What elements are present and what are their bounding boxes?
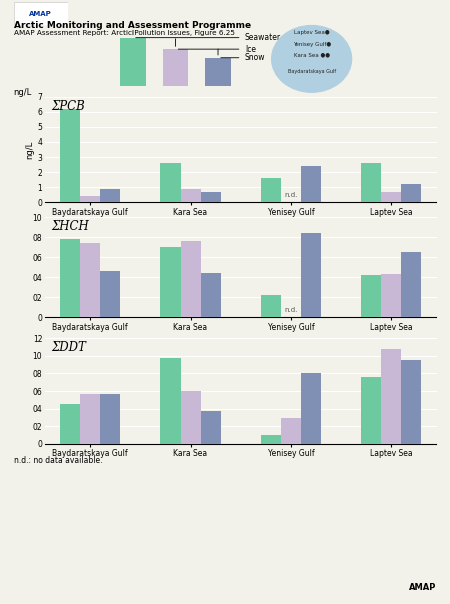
Text: AMAP: AMAP xyxy=(29,11,52,17)
Bar xyxy=(180,188,201,202)
Bar xyxy=(381,274,401,317)
Text: Yenisey Gulf●: Yenisey Gulf● xyxy=(292,42,331,48)
Bar xyxy=(281,417,301,444)
Bar xyxy=(100,271,120,317)
Text: Laptev Sea●: Laptev Sea● xyxy=(294,30,329,35)
Text: AMAP: AMAP xyxy=(409,583,436,592)
Bar xyxy=(381,349,401,444)
Text: ΣPCB: ΣPCB xyxy=(51,100,85,113)
Bar xyxy=(100,188,120,202)
Bar xyxy=(161,358,180,444)
Bar xyxy=(301,166,321,202)
Bar xyxy=(201,273,220,317)
Bar xyxy=(401,252,422,317)
Bar xyxy=(80,196,100,202)
Bar xyxy=(261,295,281,317)
Bar xyxy=(80,394,100,444)
Text: ng/L: ng/L xyxy=(14,88,32,97)
Bar xyxy=(161,248,180,317)
Text: Kara Sea ●●: Kara Sea ●● xyxy=(293,53,329,58)
FancyBboxPatch shape xyxy=(121,37,145,86)
Bar xyxy=(60,404,80,444)
Bar xyxy=(301,233,321,317)
Bar xyxy=(80,243,100,317)
Circle shape xyxy=(272,25,351,92)
Bar xyxy=(201,192,220,202)
Text: Ice: Ice xyxy=(245,45,256,54)
Text: Snow: Snow xyxy=(245,53,266,62)
Text: AMAP Assessment Report: Arctic Pollution Issues, Figure 6.25: AMAP Assessment Report: Arctic Pollution… xyxy=(14,30,234,36)
Bar xyxy=(261,435,281,444)
Bar xyxy=(60,239,80,317)
Bar xyxy=(100,394,120,444)
Bar xyxy=(401,184,422,202)
Text: n.d.: n.d. xyxy=(284,192,297,198)
Text: Arctic Monitoring and Assessment Programme: Arctic Monitoring and Assessment Program… xyxy=(14,21,251,30)
Text: ΣHCH: ΣHCH xyxy=(51,220,89,233)
Text: Seawater: Seawater xyxy=(245,33,281,42)
Bar xyxy=(401,360,422,444)
Bar xyxy=(180,242,201,317)
FancyBboxPatch shape xyxy=(163,49,188,86)
Bar xyxy=(60,109,80,202)
Bar xyxy=(381,192,401,202)
Bar xyxy=(361,377,381,444)
Text: n.d.: no data available.: n.d.: no data available. xyxy=(14,456,102,465)
Text: Baydaratskaya Gulf: Baydaratskaya Gulf xyxy=(288,69,336,74)
Bar xyxy=(201,411,220,444)
Bar xyxy=(180,391,201,444)
Text: ΣDDT: ΣDDT xyxy=(51,341,86,355)
Bar xyxy=(361,163,381,202)
Y-axis label: ng/L: ng/L xyxy=(26,140,35,159)
FancyBboxPatch shape xyxy=(205,58,230,86)
Bar xyxy=(161,163,180,202)
Bar xyxy=(361,275,381,317)
Bar xyxy=(301,373,321,444)
FancyBboxPatch shape xyxy=(14,2,68,25)
Bar xyxy=(261,178,281,202)
Text: n.d.: n.d. xyxy=(284,307,297,313)
